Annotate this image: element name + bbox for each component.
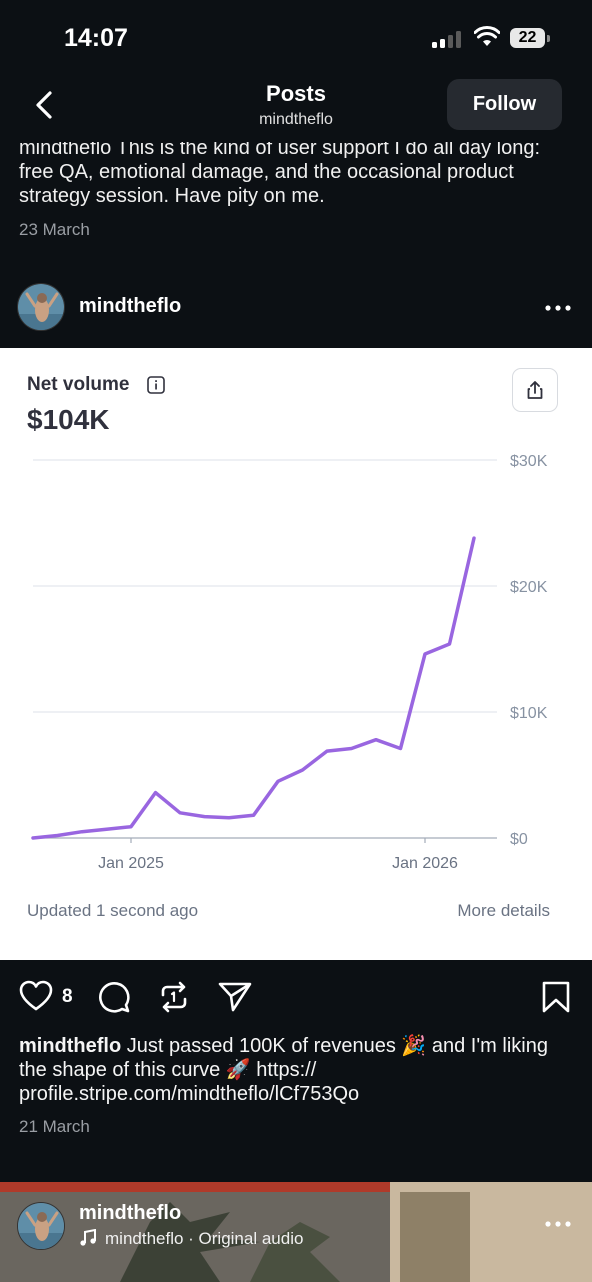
reel-thumbnail (0, 1182, 592, 1282)
like-count[interactable]: 8 (62, 986, 73, 1007)
chart-total-value: $104K (27, 404, 110, 435)
reel-audio-label[interactable]: mindtheflo · Original audio (105, 1229, 304, 1248)
send-icon[interactable] (218, 980, 252, 1012)
avatar[interactable] (17, 283, 65, 331)
page-subtitle: mindtheflo (259, 111, 333, 128)
reel-more-icon[interactable] (544, 1220, 572, 1228)
battery-tip (547, 35, 550, 42)
post-action-bar: 8 (0, 976, 592, 1020)
music-note-icon (80, 1229, 96, 1246)
previous-post-date: 23 March (19, 220, 90, 239)
info-icon (147, 376, 165, 394)
previous-post-caption: mindtheflo This is the kind of user supp… (19, 137, 541, 207)
status-time: 14:07 (64, 24, 128, 52)
bookmark-icon[interactable] (541, 980, 571, 1014)
more-details-link[interactable]: More details (457, 901, 550, 920)
reel-avatar[interactable] (17, 1202, 65, 1250)
top-navigation-bar: Posts mindtheflo Follow (0, 70, 592, 142)
heart-icon[interactable] (19, 980, 53, 1012)
net-volume-series-line (31, 536, 476, 840)
caption-username[interactable]: mindtheflo (19, 1035, 122, 1057)
reel-username[interactable]: mindtheflo (79, 1202, 182, 1224)
chart-updated-text: Updated 1 second ago (27, 901, 199, 920)
y-tick-label: $30K (510, 453, 548, 470)
repost-icon[interactable] (158, 980, 190, 1014)
cellular-signal-icon (432, 31, 464, 48)
x-tick-label: Jan 2025 (98, 855, 164, 872)
post-username[interactable]: mindtheflo (79, 295, 182, 317)
chart-title: Net volume (27, 374, 130, 395)
chevron-left-icon[interactable] (28, 88, 62, 122)
post-caption: mindtheflo Just passed 100K of revenues … (19, 1034, 579, 1106)
share-button[interactable] (512, 368, 558, 412)
follow-button[interactable]: Follow (447, 79, 562, 130)
x-tick-label: Jan 2026 (392, 855, 458, 872)
y-tick-label: $0 (510, 831, 528, 848)
net-volume-line-chart: $30K $20K $10K $0 Jan 2025 Jan 2026 (31, 453, 548, 872)
post-header: mindtheflo (0, 283, 592, 333)
comment-icon[interactable] (97, 980, 131, 1014)
page-title: Posts (266, 81, 326, 106)
next-reel-preview[interactable]: mindtheflo mindtheflo · Original audio (0, 1182, 592, 1282)
more-horizontal-icon[interactable] (544, 304, 572, 312)
status-bar: 14:07 22 (0, 0, 592, 70)
post-date: 21 March (19, 1117, 90, 1136)
share-icon (527, 381, 543, 399)
y-tick-label: $20K (510, 579, 548, 596)
post-image-chart-card[interactable]: Net volume $104K $30K $20K $10K $0 Jan 2025 J… (0, 348, 592, 960)
caption-text: Just passed 100K of revenues 🎉 and I'm l… (19, 1035, 548, 1105)
y-tick-label: $10K (510, 705, 548, 722)
wifi-icon (474, 26, 500, 46)
battery-icon: 22 (510, 28, 545, 48)
